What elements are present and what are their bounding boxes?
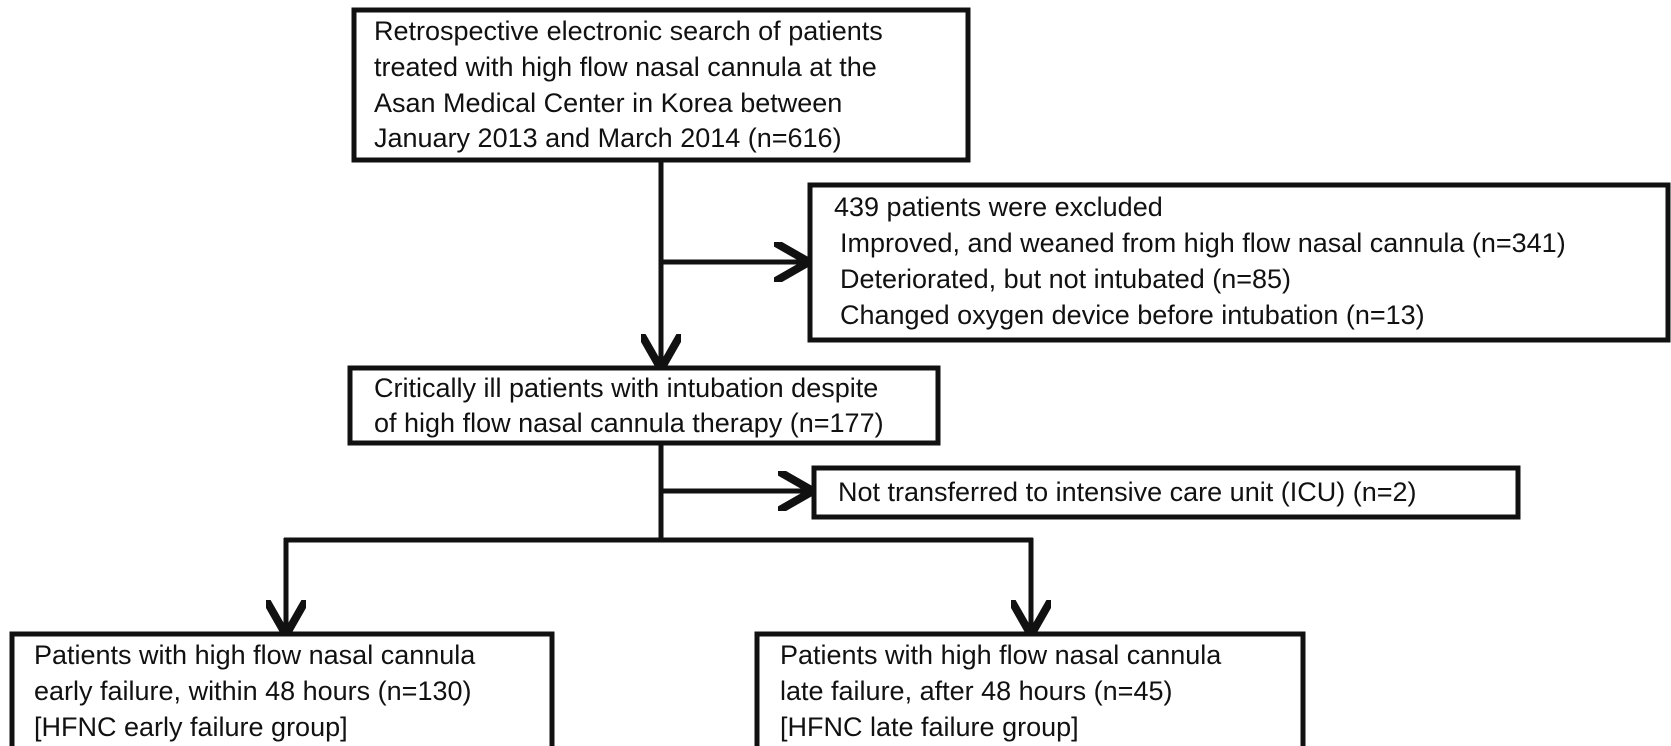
node-text: Changed oxygen device before intubation …: [840, 300, 1425, 330]
box: [807, 182, 1671, 343]
node-text: Asan Medical Center in Korea between: [374, 88, 842, 118]
box: [9, 631, 555, 746]
node-text: Not transferred to intensive care unit (…: [838, 477, 1416, 507]
node-text: of high flow nasal cannula therapy (n=17…: [374, 408, 884, 438]
node-text: Improved, and weaned from high flow nasa…: [840, 228, 1566, 258]
box: [351, 7, 971, 163]
node-text: late failure, after 48 hours (n=45): [780, 676, 1172, 706]
node-text: Retrospective electronic search of patie…: [374, 16, 883, 46]
box: [811, 465, 1521, 520]
node-text: Patients with high flow nasal cannula: [780, 640, 1222, 670]
node-text: 439 patients were excluded: [834, 192, 1163, 222]
node-text: [HFNC late failure group]: [780, 712, 1079, 742]
node-text: Patients with high flow nasal cannula: [34, 640, 476, 670]
box: [754, 631, 1306, 746]
node-text: early failure, within 48 hours (n=130): [34, 676, 471, 706]
box: [347, 365, 941, 446]
node-text: Deteriorated, but not intubated (n=85): [840, 264, 1291, 294]
node-text: treated with high flow nasal cannula at …: [374, 52, 877, 82]
node-text: Critically ill patients with intubation …: [374, 373, 878, 403]
node-text: [HFNC early failure group]: [34, 712, 348, 742]
node-text: January 2013 and March 2014 (n=616): [374, 123, 842, 153]
